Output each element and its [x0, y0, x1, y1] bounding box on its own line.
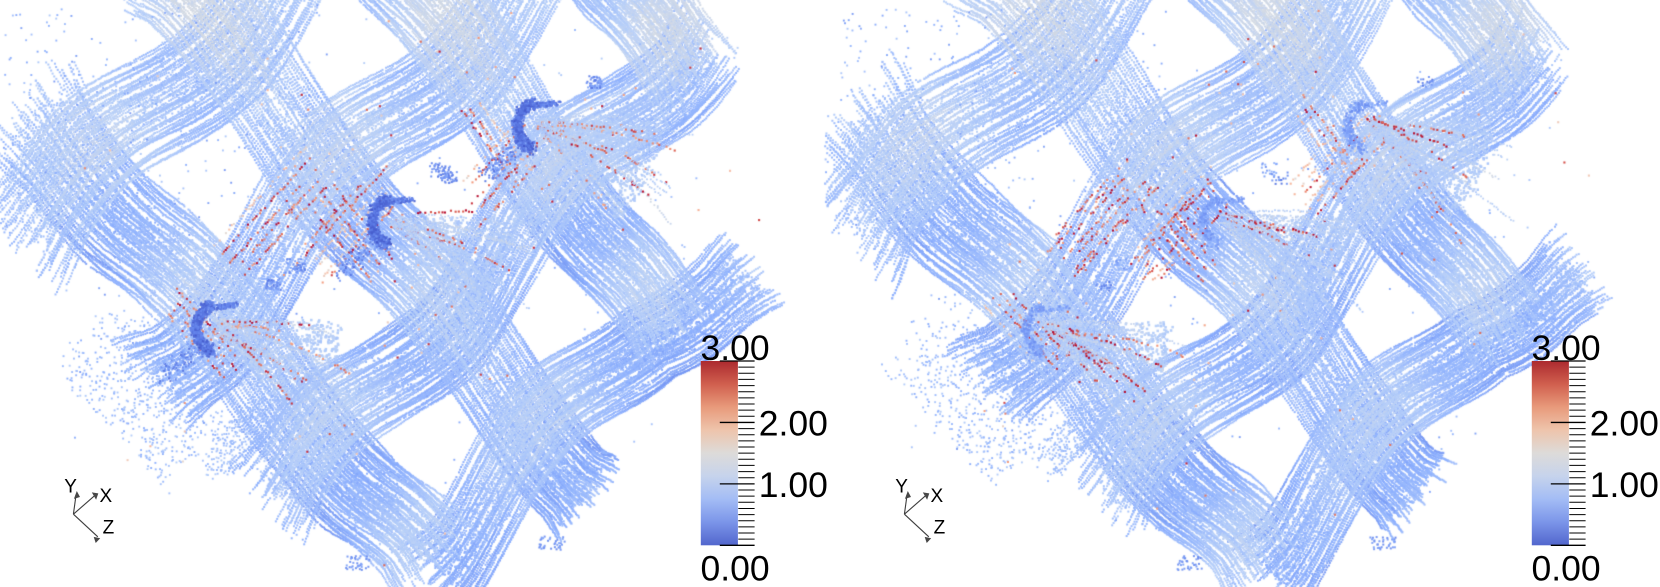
svg-text:Y: Y	[895, 477, 908, 498]
svg-text:0.00: 0.00	[1532, 549, 1601, 587]
svg-text:1.00: 1.00	[1590, 465, 1659, 505]
svg-text:0.00: 0.00	[701, 549, 770, 587]
svg-text:1.00: 1.00	[759, 465, 828, 505]
svg-text:Z: Z	[934, 518, 946, 539]
svg-text:3.00: 3.00	[1532, 328, 1601, 368]
svg-text:2.00: 2.00	[1590, 404, 1659, 444]
svg-text:Z: Z	[103, 518, 115, 539]
svg-text:3.00: 3.00	[701, 328, 770, 368]
svg-text:Y: Y	[64, 477, 77, 498]
svg-text:2.00: 2.00	[759, 404, 828, 444]
svg-text:X: X	[931, 486, 944, 507]
svg-text:X: X	[100, 486, 113, 507]
